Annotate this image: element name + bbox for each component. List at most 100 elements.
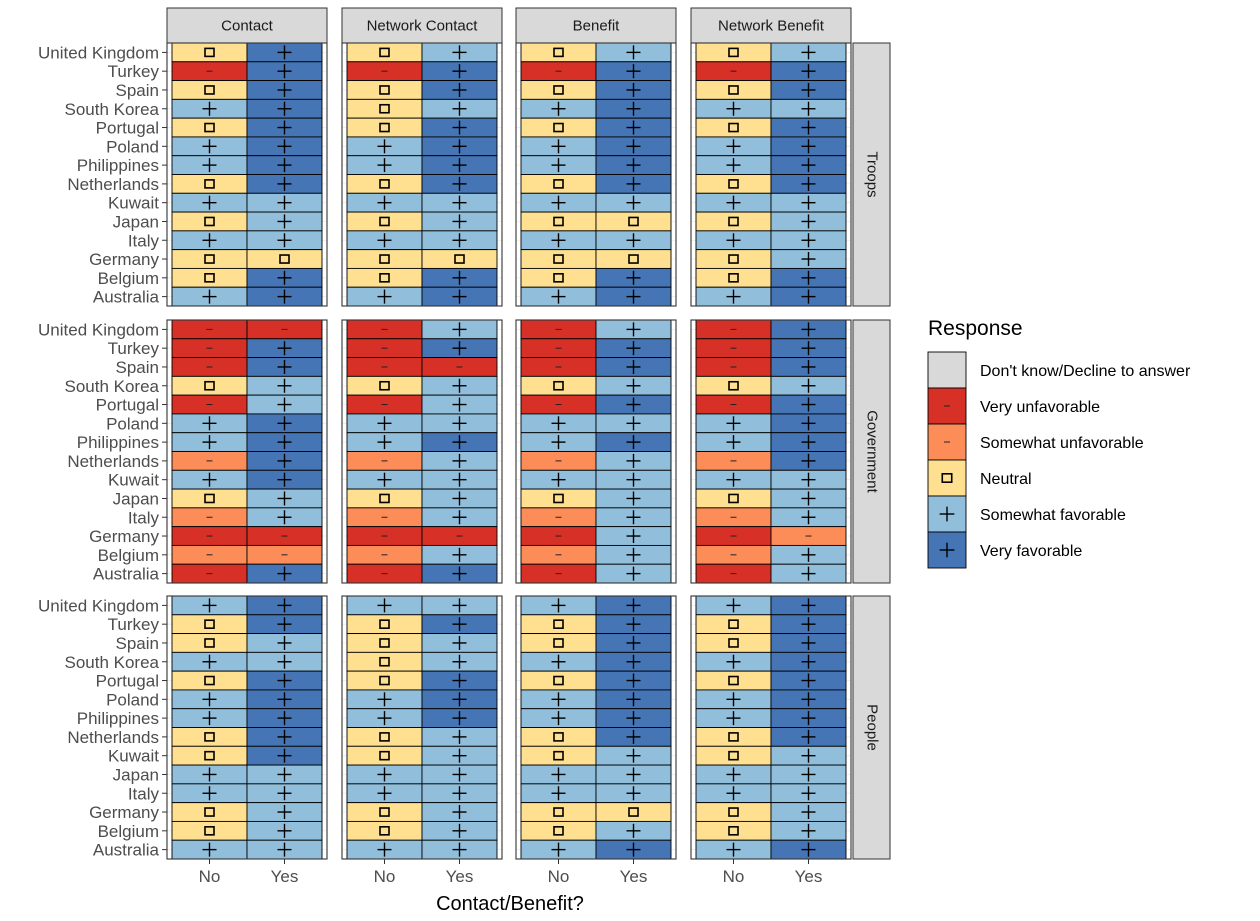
panel-border [515,595,677,860]
cell-people-benefit-spain-no-symbol [553,638,564,648]
y-tick-label-spain: Spain [116,81,159,100]
cell-troops-network-benefit-japan-no-symbol [728,216,739,227]
cell-government-benefit-japan-no-symbol [553,493,564,504]
y-tick-label-portugal: Portugal [96,396,159,415]
cell-government-contact-south-korea-no [171,375,248,396]
strip-label-government: Government [864,410,881,493]
cell-troops-network-contact-united-kingdom-no-symbol [379,47,390,58]
cell-troops-network-contact-germany-no [346,249,423,269]
cell-troops-benefit-belgium-no-symbol [553,273,564,283]
cell-government-contact-japan-no [171,488,248,509]
legend-item-neutral: Neutral [927,459,1032,497]
strip-label-network-benefit: Network Benefit [718,18,825,35]
legend-item-somewhat-unfavorable: Somewhat unfavorable [927,423,1144,461]
cell-people-network-contact-spain-no [346,633,423,653]
cell-troops-network-benefit-japan-no [695,211,772,232]
cell-people-network-contact-spain-no-symbol [379,638,390,648]
strip-benefit: Benefit [515,7,677,44]
panel-border [690,319,852,584]
x-axis-network-benefit: No Yes [723,859,822,886]
y-tick-label-united-kingdom: United Kingdom [38,43,159,62]
cell-troops-network-contact-japan-no-symbol [379,216,390,227]
cell-troops-network-contact-japan-no [346,211,423,232]
strip-bg-network-contact [341,7,503,44]
x-tick-label-yes: Yes [271,867,299,886]
cell-troops-network-contact-united-kingdom-no [346,42,423,63]
cell-people-contact-kuwait-no [171,745,248,766]
legend-item-very-unfavorable: Very unfavorable [927,387,1100,425]
cell-troops-network-benefit-portugal-no [695,117,772,138]
cell-government-network-benefit-japan-no [695,488,772,509]
cell-troops-network-benefit-united-kingdom-no-symbol [728,47,739,58]
x-tick-label-no: No [548,867,570,886]
cell-people-network-benefit-spain-no-symbol [728,638,739,648]
y-tick-label-south-korea: South Korea [64,100,159,119]
cell-troops-benefit-japan-yes-symbol [628,216,639,227]
cell-people-network-contact-germany-no [346,802,423,822]
strip-bg-government [852,319,891,584]
cell-troops-contact-germany-no-symbol [204,254,215,264]
cell-people-network-benefit-portugal-no-symbol [728,675,739,686]
cell-people-network-contact-germany-no-symbol [379,807,390,817]
legend-label-neutral: Neutral [980,471,1032,488]
legend-key-don-t-know-decline-to-answer [927,351,967,389]
y-tick-label-germany: Germany [89,803,159,822]
cell-troops-contact-germany-no [171,249,248,269]
cell-people-benefit-portugal-no [520,670,597,691]
y-tick-label-poland: Poland [106,414,159,433]
y-tick-label-south-korea: South Korea [64,377,159,396]
y-tick-label-kuwait: Kuwait [108,471,159,490]
panel-border [341,42,503,307]
cell-people-network-contact-netherlands-no-symbol [379,732,390,742]
panel-troops-contact [166,42,328,307]
legend-item-somewhat-favorable: Somewhat favorable [927,495,1126,533]
cell-troops-network-contact-belgium-no [346,267,423,288]
panel-border [341,319,503,584]
strip-contact: Contact [166,7,328,44]
cell-people-network-benefit-belgium-no-symbol [728,826,739,836]
facet-column-strips: Contact Network Contact Benefit Network Ben… [166,7,852,44]
cell-people-network-benefit-spain-no [695,633,772,653]
cell-troops-network-benefit-spain-no [695,80,772,100]
y-tick-label-spain: Spain [116,634,159,653]
cell-troops-benefit-germany-no [520,249,597,269]
y-tick-label-belgium: Belgium [98,546,159,565]
cell-people-contact-spain-no-symbol [204,638,215,648]
cell-troops-contact-portugal-no-symbol [204,122,215,133]
cell-people-benefit-kuwait-no [520,745,597,766]
facet-panels [166,42,852,860]
legend-label-somewhat-favorable: Somewhat favorable [980,507,1126,524]
legend-item-very-favorable: Very favorable [927,531,1082,569]
cell-government-contact-south-korea-no-symbol [204,380,215,391]
panel-people-network-benefit [690,595,852,860]
cell-troops-benefit-japan-yes [595,211,672,232]
y-tick-label-kuwait: Kuwait [108,747,159,766]
cell-troops-network-contact-spain-no [346,80,423,100]
cell-people-network-benefit-kuwait-no-symbol [728,750,739,761]
cell-people-benefit-belgium-no [520,820,597,841]
y-tick-label-netherlands: Netherlands [67,728,159,747]
cell-government-network-contact-japan-no-symbol [379,493,390,504]
cell-troops-benefit-united-kingdom-no [520,42,597,63]
cell-troops-network-contact-portugal-no [346,117,423,138]
panel-government-contact [166,319,328,584]
cell-people-network-benefit-germany-no [695,802,772,822]
strip-government: Government [852,319,891,584]
cell-people-benefit-netherlands-no [520,727,597,747]
strip-label-network-contact: Network Contact [367,18,479,35]
y-tick-label-turkey: Turkey [108,62,160,81]
cell-people-network-benefit-turkey-no-symbol [728,619,739,629]
cell-people-contact-turkey-no-symbol [204,619,215,629]
cell-troops-network-contact-germany-no-symbol [379,254,390,264]
cell-troops-benefit-japan-no [520,211,597,232]
y-tick-label-portugal: Portugal [96,672,159,691]
y-tick-label-germany: Germany [89,250,159,269]
cell-troops-contact-netherlands-no [171,174,248,194]
legend-label-somewhat-unfavorable: Somewhat unfavorable [980,435,1144,452]
panel-border [166,319,328,584]
x-axis-network-contact: No Yes [374,859,473,886]
cell-people-contact-belgium-no-symbol [204,826,215,836]
panel-border [341,595,503,860]
legend: Response Don't know/Decline to answer Ver… [927,317,1191,569]
